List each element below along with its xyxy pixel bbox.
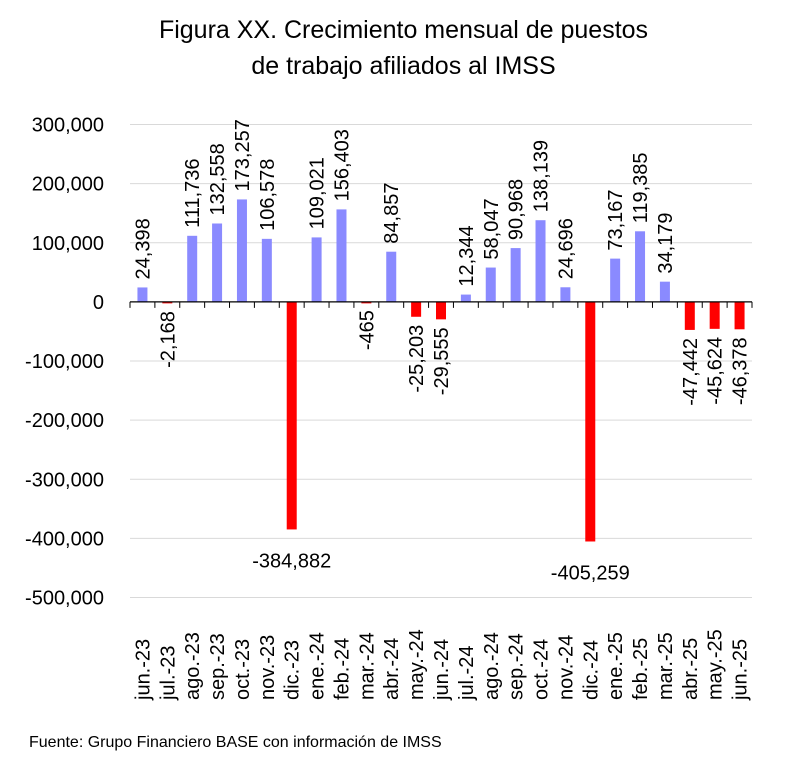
x-tick-label: jun.-25 bbox=[730, 639, 752, 701]
bar bbox=[212, 223, 223, 302]
bar-chart: 300,000 200,000 100,000 0 -100,000 -200,000 -3… bbox=[25, 115, 753, 701]
y-tick-label: -200,000 bbox=[25, 410, 104, 432]
data-label: -2,168 bbox=[157, 311, 179, 368]
bars bbox=[137, 199, 745, 542]
chart-title-line-2: de trabajo afiliados al IMSS bbox=[251, 52, 556, 80]
data-label: -29,555 bbox=[431, 327, 453, 395]
bar bbox=[261, 238, 272, 302]
data-label: 24,398 bbox=[132, 218, 154, 279]
bar bbox=[311, 237, 322, 302]
data-label: 73,167 bbox=[605, 189, 627, 250]
data-label: 111,736 bbox=[182, 158, 204, 227]
gridlines bbox=[130, 124, 752, 598]
data-label: 24,696 bbox=[555, 218, 577, 279]
y-tick-label: 300,000 bbox=[32, 115, 104, 137]
x-tick-label: nov.-24 bbox=[555, 635, 577, 700]
bar bbox=[510, 248, 521, 302]
x-tick-label: jul.-24 bbox=[456, 646, 478, 701]
y-tick-label: 0 bbox=[93, 292, 104, 314]
bar bbox=[361, 301, 372, 304]
data-label: 34,179 bbox=[655, 212, 677, 273]
data-label: 84,857 bbox=[381, 183, 403, 244]
x-tick-label: jun.-23 bbox=[132, 639, 154, 701]
bar bbox=[236, 199, 247, 302]
bar bbox=[137, 287, 148, 302]
data-label: 58,047 bbox=[481, 198, 503, 259]
x-tick-label: oct.-23 bbox=[232, 639, 254, 700]
x-tick-label: sep.-24 bbox=[506, 633, 528, 700]
x-tick-label: mar.-24 bbox=[356, 632, 378, 700]
x-tick-label: ene.-24 bbox=[307, 632, 329, 700]
x-tick-label: jul.-23 bbox=[157, 646, 179, 701]
x-tick-label: may.-25 bbox=[705, 629, 727, 700]
bar bbox=[659, 281, 670, 302]
data-label: -45,624 bbox=[705, 337, 727, 405]
x-tick-label: ago.-23 bbox=[182, 632, 204, 700]
data-label: 109,021 bbox=[307, 157, 329, 229]
y-axis-tick-labels: 300,000 200,000 100,000 0 -100,000 -200,000 -3… bbox=[25, 115, 104, 610]
data-label: -46,378 bbox=[730, 337, 752, 405]
bar bbox=[411, 301, 422, 317]
y-tick-label: -300,000 bbox=[25, 469, 104, 491]
bar bbox=[734, 301, 745, 330]
data-labels: 24,398 -2,168 111,736 132,558 173,257106,578… bbox=[132, 119, 751, 584]
data-label: -47,442 bbox=[680, 338, 702, 406]
x-axis-tick-labels: jun.-23 jul.-23 ago.-23 sep.-23 oct.-23 nov.-… bbox=[132, 629, 751, 701]
x-tick-label: may.-24 bbox=[406, 629, 428, 700]
bar bbox=[610, 258, 621, 302]
y-tick-label: 100,000 bbox=[32, 233, 104, 255]
x-tick-label: oct.-24 bbox=[531, 639, 553, 700]
bar bbox=[709, 301, 720, 329]
bar bbox=[386, 251, 397, 302]
bar bbox=[485, 267, 496, 302]
bar bbox=[162, 301, 173, 304]
bar bbox=[336, 209, 347, 302]
x-tick-label: abr.-24 bbox=[381, 638, 403, 700]
x-tick-label: ago.-24 bbox=[481, 632, 503, 700]
y-tick-label: -400,000 bbox=[25, 528, 104, 550]
chart-title: Figura XX. Crecimiento mensual de puesto… bbox=[0, 12, 807, 84]
bar bbox=[460, 294, 471, 302]
data-label: 156,403 bbox=[331, 129, 353, 201]
y-tick-label: 200,000 bbox=[32, 174, 104, 196]
data-label: 90,968 bbox=[506, 179, 528, 240]
bar bbox=[187, 235, 198, 302]
x-tick-label: jun.-24 bbox=[431, 639, 453, 701]
y-tick-label: -500,000 bbox=[25, 588, 104, 610]
data-label: -25,203 bbox=[406, 325, 428, 393]
data-label: -405,259 bbox=[551, 562, 630, 584]
bar bbox=[535, 220, 546, 302]
data-label: 106,578 bbox=[257, 159, 279, 231]
data-label: 12,344 bbox=[456, 225, 478, 286]
x-tick-label: sep.-23 bbox=[207, 633, 229, 700]
x-tick-label: feb.-24 bbox=[331, 638, 353, 700]
bar bbox=[635, 231, 646, 302]
x-tick-label: dic.-24 bbox=[580, 640, 602, 700]
data-label: 132,558 bbox=[207, 143, 229, 215]
x-axis bbox=[129, 301, 753, 308]
x-tick-label: mar.-25 bbox=[655, 632, 677, 700]
bar bbox=[585, 301, 596, 542]
x-tick-label: nov.-23 bbox=[257, 635, 279, 700]
data-label: -465 bbox=[356, 310, 378, 350]
data-label: 119,385 bbox=[630, 152, 652, 223]
x-tick-label: abr.-25 bbox=[680, 638, 702, 700]
bar bbox=[436, 301, 446, 320]
x-tick-label: dic.-23 bbox=[282, 640, 304, 700]
x-tick-label: feb.-25 bbox=[630, 638, 652, 700]
source-note: Fuente: Grupo Financiero BASE con inform… bbox=[29, 734, 442, 751]
bar bbox=[286, 301, 297, 530]
x-tick-label: ene.-25 bbox=[605, 632, 627, 700]
data-label: -384,882 bbox=[252, 550, 331, 572]
chart-title-line-1: Figura XX. Crecimiento mensual de puesto… bbox=[158, 16, 649, 44]
bar bbox=[560, 287, 571, 302]
y-tick-label: -100,000 bbox=[25, 351, 104, 373]
bar bbox=[684, 301, 695, 330]
data-label: 173,257 bbox=[232, 119, 254, 191]
data-label: 138,139 bbox=[531, 140, 553, 212]
